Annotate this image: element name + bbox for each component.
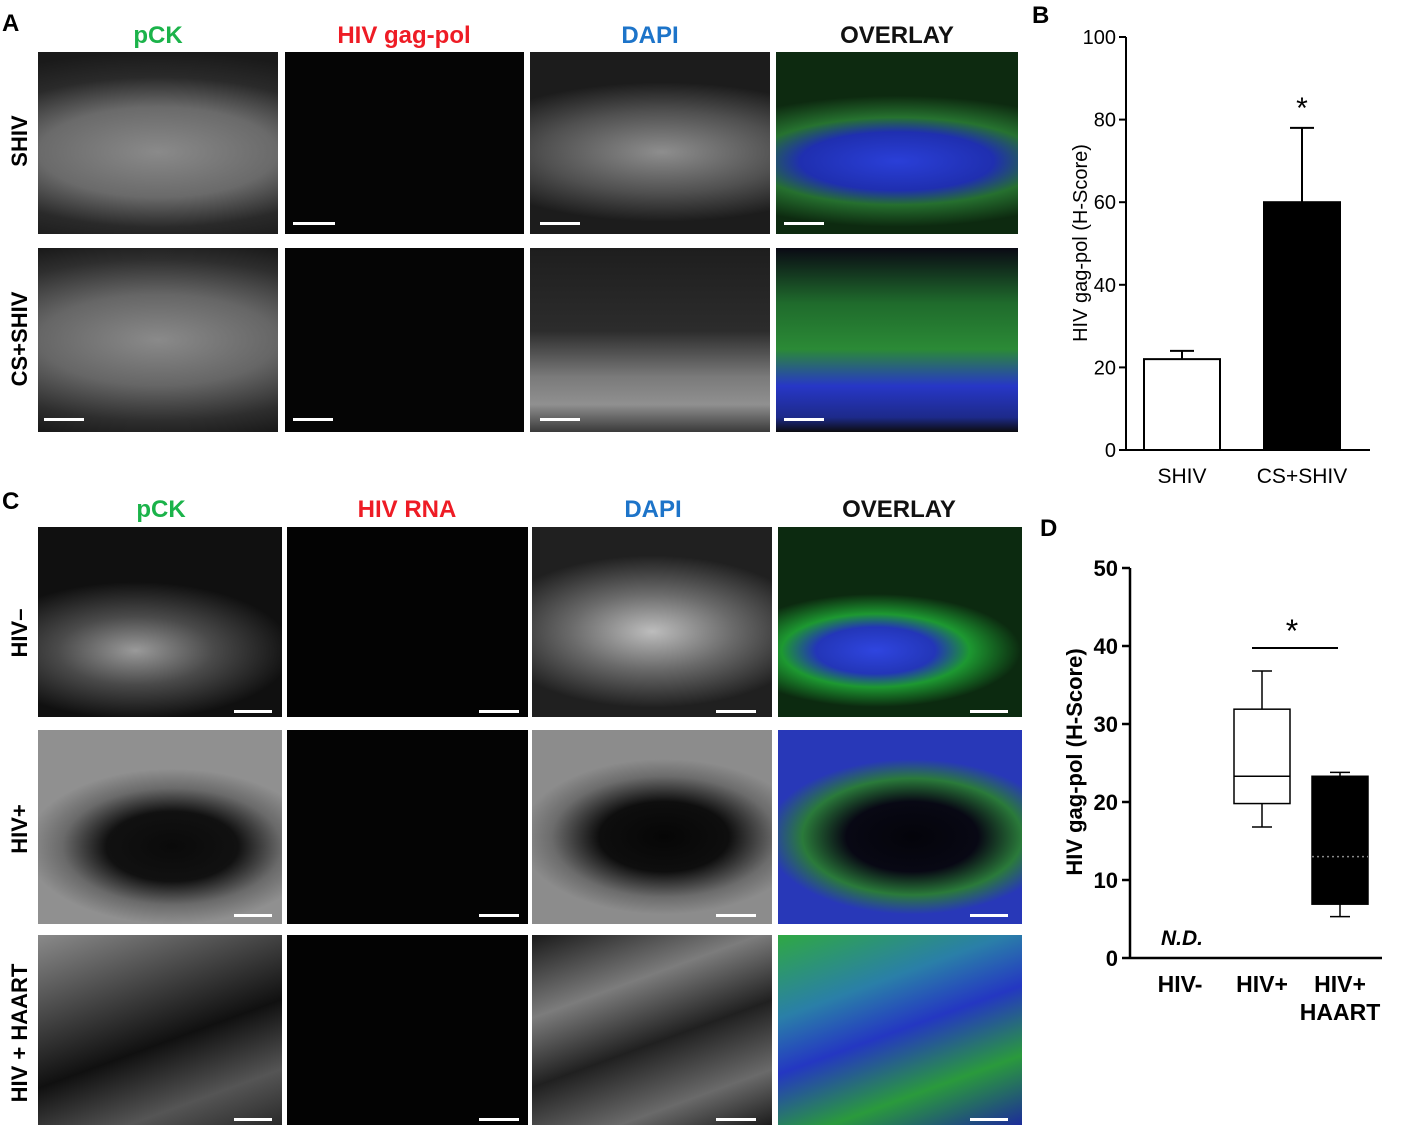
scale-bar	[540, 418, 580, 421]
micrograph-hiv-neg-hiv-rna	[287, 527, 528, 717]
panel-c-row-hiv-pos: HIV+	[7, 804, 32, 854]
micrograph-cs-shiv-pck	[38, 248, 278, 432]
scale-bar	[479, 710, 519, 713]
x-tick-label: CS+SHIV	[1257, 465, 1347, 488]
x-tick-label: HIV+	[1314, 971, 1366, 997]
y-tick-label: 0	[1105, 440, 1116, 462]
scale-bar	[970, 914, 1008, 917]
micrograph-cs-shiv-overlay	[776, 248, 1018, 432]
panel-c-row-hiv-neg: HIV–	[7, 608, 32, 658]
y-tick-label: 20	[1094, 357, 1116, 379]
scale-bar	[716, 914, 756, 917]
scale-bar	[716, 1118, 756, 1121]
y-tick-label: 10	[1094, 868, 1118, 893]
micrograph-shiv-overlay	[776, 52, 1018, 234]
panel-a-col-pck: pCK	[133, 22, 183, 49]
panel-d-letter: D	[1040, 515, 1058, 542]
micrograph-hiv-haart-hiv-rna	[287, 935, 528, 1125]
micrograph-hiv-neg-dapi	[532, 527, 772, 717]
panel-c-col-hiv-rna: HIV RNA	[357, 496, 457, 523]
micrograph-shiv-dapi	[530, 52, 770, 234]
y-tick-label: 50	[1094, 556, 1118, 581]
micrograph-hiv-pos-pck	[38, 730, 282, 924]
y-tick-label: 100	[1083, 27, 1116, 49]
micrograph-hiv-pos-overlay	[778, 730, 1022, 924]
scale-bar	[479, 1118, 519, 1121]
panel-c-col-overlay: OVERLAY	[842, 496, 956, 523]
panel-c-col-pck: pCK	[136, 496, 186, 523]
panel-a-row-cs-shiv: CS+SHIV	[7, 291, 32, 387]
scale-bar	[970, 1118, 1008, 1121]
micrograph-hiv-pos-hiv-rna	[287, 730, 528, 924]
micrograph-shiv-hiv-gag-pol	[285, 52, 524, 234]
scale-bar	[234, 710, 272, 713]
y-tick-label: 0	[1106, 946, 1118, 971]
x-tick-label: HIV-	[1158, 971, 1203, 997]
y-axis-label: HIV gag-pol (H-Score)	[1062, 648, 1087, 875]
micrograph-cs-shiv-dapi	[530, 248, 770, 432]
scale-bar	[540, 222, 580, 225]
significance-star: *	[1286, 613, 1298, 649]
panel-a-col-hiv-gag-pol: HIV gag-pol	[337, 22, 471, 49]
y-tick-label: 40	[1094, 275, 1116, 297]
scale-bar	[970, 710, 1008, 713]
panel-a-row-shiv: SHIV	[7, 115, 32, 167]
panel-a-col-dapi: DAPI	[621, 22, 679, 49]
micrograph-hiv-neg-pck	[38, 527, 282, 717]
box	[1233, 708, 1291, 805]
y-tick-label: 40	[1094, 634, 1118, 659]
micrograph-hiv-haart-overlay	[778, 935, 1022, 1125]
panel-b-letter: B	[1032, 2, 1050, 29]
panel-b-bar-chart: 0 20 40 60 80 100 SHIV CS+SHIV * HIV gag-pol (H-S…	[1070, 27, 1370, 488]
panel-c-row-hiv-haart: HIV + HAART	[7, 963, 32, 1103]
panel-a-letter: A	[2, 10, 20, 37]
box	[1311, 775, 1369, 905]
micrograph-hiv-haart-dapi	[532, 935, 772, 1125]
scale-bar	[44, 418, 84, 421]
x-tick-label: HAART	[1300, 999, 1381, 1025]
scale-bar	[234, 914, 272, 917]
scale-bar	[234, 1118, 272, 1121]
micrograph-hiv-pos-dapi	[532, 730, 772, 924]
y-axis-label: HIV gag-pol (H-Score)	[1070, 144, 1092, 342]
scale-bar	[716, 710, 756, 713]
panel-c-letter: C	[2, 488, 20, 515]
y-tick-label: 80	[1094, 110, 1116, 132]
panel-a-col-overlay: OVERLAY	[840, 22, 954, 49]
scale-bar	[784, 418, 824, 421]
bar	[1143, 358, 1221, 452]
scale-bar	[293, 418, 333, 421]
scale-bar	[293, 222, 335, 225]
micrograph-hiv-neg-overlay	[778, 527, 1022, 717]
y-tick-label: 30	[1094, 712, 1118, 737]
micrograph-cs-shiv-hiv-gag-pol	[285, 248, 524, 432]
x-tick-label: HIV+	[1236, 971, 1288, 997]
x-tick-label: SHIV	[1157, 465, 1206, 488]
scale-bar	[784, 222, 824, 225]
micrograph-shiv-pck	[38, 52, 278, 234]
panel-c-col-dapi: DAPI	[624, 496, 682, 523]
not-detected-label: N.D.	[1161, 927, 1203, 950]
y-tick-label: 60	[1094, 192, 1116, 214]
bar	[1263, 201, 1341, 451]
y-tick-label: 20	[1094, 790, 1118, 815]
scale-bar	[479, 914, 519, 917]
micrograph-hiv-haart-pck	[38, 935, 282, 1125]
significance-star: *	[1296, 92, 1308, 125]
